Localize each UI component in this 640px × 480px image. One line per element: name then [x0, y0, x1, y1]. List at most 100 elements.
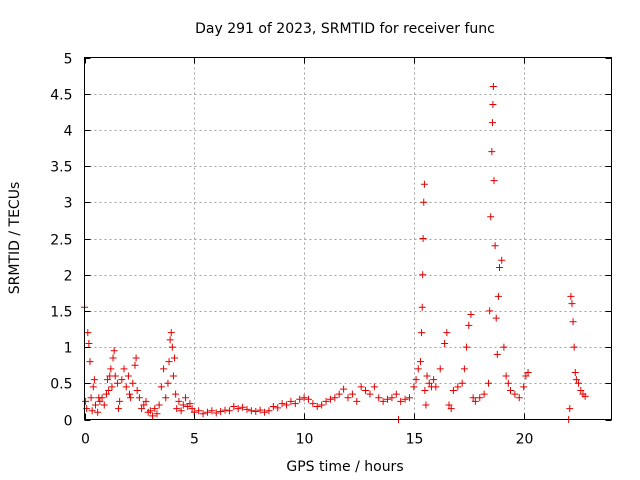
data-point [278, 400, 286, 408]
data-point [471, 397, 479, 405]
data-point [335, 390, 343, 398]
data-point [168, 343, 176, 351]
y-tick-label: 5 [64, 52, 73, 68]
data-point [313, 402, 321, 410]
data-point [488, 148, 496, 156]
data-point [504, 379, 512, 387]
data-point [188, 405, 196, 413]
data-point [153, 410, 161, 418]
data-point [423, 372, 431, 380]
data-point [421, 387, 429, 395]
data-point [140, 401, 148, 409]
data-point [430, 376, 438, 384]
data-point [87, 394, 95, 402]
data-point [414, 365, 422, 373]
data-point [496, 263, 504, 271]
data-point [155, 401, 163, 409]
data-point [401, 395, 409, 403]
data-point [443, 329, 451, 337]
data-point [375, 394, 383, 402]
data-point [230, 402, 238, 410]
data-point [326, 395, 334, 403]
data-point [127, 394, 135, 402]
data-point [458, 379, 466, 387]
data-point [454, 383, 462, 391]
data-point [131, 361, 139, 369]
data-point [520, 383, 528, 391]
data-point [171, 354, 179, 362]
data-point [182, 394, 190, 402]
data-point [488, 119, 496, 127]
data-point [173, 405, 181, 413]
data-point [179, 401, 187, 409]
data-point [129, 379, 137, 387]
data-point [135, 394, 143, 402]
data-point [169, 372, 177, 380]
data-point [162, 394, 170, 402]
x-axis-label: GPS time / hours [286, 459, 403, 475]
data-point [489, 101, 497, 109]
data-point [151, 405, 159, 413]
data-point [493, 350, 501, 358]
data-point [425, 379, 433, 387]
data-point [164, 379, 172, 387]
data-point [287, 397, 295, 405]
data-point [491, 242, 499, 250]
x-tick-label: 5 [190, 432, 199, 448]
data-point [177, 407, 185, 415]
data-point [436, 365, 444, 373]
data-point [239, 403, 247, 411]
data-point [208, 407, 216, 415]
data-point [274, 404, 282, 412]
data-point [384, 395, 392, 403]
data-point [256, 406, 264, 414]
data-point [419, 235, 427, 242]
data-point [388, 394, 396, 402]
data-point [138, 405, 146, 413]
y-tick-label: 0 [64, 414, 73, 430]
data-point [175, 397, 183, 405]
data-point [524, 368, 532, 376]
data-point [167, 329, 175, 337]
data-point [300, 394, 308, 402]
y-tick-label: 3.5 [50, 160, 72, 176]
y-tick-label: 0.5 [50, 377, 72, 393]
data-point [157, 383, 165, 391]
data-point [199, 410, 207, 418]
data-point [463, 343, 471, 351]
data-point [115, 405, 123, 413]
data-point [100, 401, 108, 409]
data-point [322, 397, 330, 405]
data-point [418, 329, 426, 337]
data-point [261, 408, 269, 416]
data-point [110, 347, 118, 355]
data-point [357, 383, 365, 391]
data-point [344, 394, 352, 402]
data-point [107, 365, 115, 373]
data-point [485, 379, 493, 387]
data-point [392, 390, 400, 398]
data-point [420, 180, 428, 188]
x-tick-label: 20 [516, 432, 534, 448]
y-tick-label: 1 [64, 341, 73, 357]
data-point [109, 354, 117, 362]
data-point [88, 407, 96, 415]
data-point [118, 376, 126, 384]
data-point [575, 379, 583, 387]
data-point [441, 339, 449, 347]
data-point [217, 408, 225, 416]
data-point [186, 400, 194, 408]
y-axis-label: SRMTID / TECUs [7, 182, 23, 295]
data-point [522, 372, 530, 380]
data-point [243, 405, 251, 413]
data-point [283, 401, 291, 409]
data-point [82, 397, 90, 405]
data-point [577, 387, 585, 395]
data-point [353, 397, 361, 405]
data-point [410, 383, 418, 391]
data-point [469, 394, 477, 402]
data-point [309, 400, 317, 408]
data-point [126, 390, 134, 398]
data-point [569, 318, 577, 326]
tick-labels-layer: 0 0.5 1 1.5 2 2.5 3 3.5 4 4.5 5 0 5 10 15 20 [50, 52, 533, 448]
